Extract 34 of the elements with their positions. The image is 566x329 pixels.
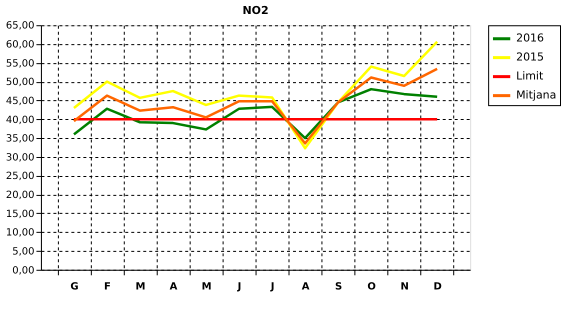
legend-label: Limit: [516, 70, 544, 83]
y-tick-label: 15,00: [6, 208, 34, 220]
line-series: [72, 68, 438, 145]
line-series: [72, 40, 438, 150]
y-tick-label: 50,00: [6, 77, 34, 88]
x-tick-label: M: [136, 281, 146, 292]
x-tick-label: S: [335, 281, 342, 292]
y-tick-label: 45,00: [6, 96, 34, 107]
legend-label: Mitjana: [516, 88, 556, 102]
x-tick-label: D: [434, 281, 442, 292]
y-tick-label: 25,00: [6, 171, 34, 182]
y-tick-label: 10,00: [6, 228, 34, 239]
x-tick-label: A: [302, 281, 310, 292]
legend-label: 2016: [516, 32, 544, 45]
y-tick-label: 65,00: [6, 20, 34, 32]
chart-title: NO2: [242, 4, 269, 18]
x-tick-label: J: [270, 281, 274, 292]
x-tick-label: J: [236, 281, 242, 292]
x-tick-label: G: [70, 281, 79, 292]
x-tick-label: F: [104, 281, 111, 292]
y-tick-label: 30,00: [6, 152, 34, 164]
x-tick-label: A: [170, 281, 178, 292]
x-tick-label: O: [367, 281, 376, 292]
x-tick-label: N: [400, 281, 409, 292]
y-tick-label: 5,00: [12, 246, 34, 258]
y-tick-label: 0,00: [12, 265, 34, 276]
x-tick-label: M: [202, 281, 212, 292]
y-tick-label: 35,00: [6, 134, 34, 145]
y-tick-label: 40,00: [6, 114, 34, 126]
line-series: [72, 88, 438, 140]
legend-label: 2015: [516, 50, 544, 64]
y-tick-label: 55,00: [6, 58, 34, 70]
y-tick-label: 20,00: [6, 190, 34, 202]
y-tick-label: 60,00: [6, 40, 34, 51]
